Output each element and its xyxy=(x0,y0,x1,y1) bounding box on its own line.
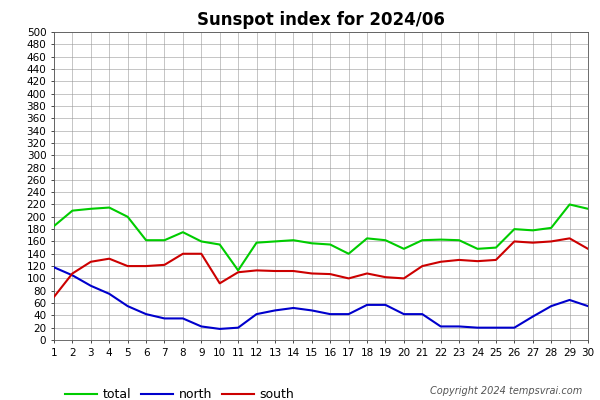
total xyxy=(87,206,94,211)
south xyxy=(345,276,352,281)
north xyxy=(437,324,444,329)
Line: south: south xyxy=(54,238,588,297)
south xyxy=(235,270,242,275)
total xyxy=(308,241,316,246)
north xyxy=(50,265,58,270)
north xyxy=(511,325,518,330)
south xyxy=(161,262,168,267)
Title: Sunspot index for 2024/06: Sunspot index for 2024/06 xyxy=(197,11,445,29)
total xyxy=(345,251,352,256)
total xyxy=(161,238,168,243)
south xyxy=(87,259,94,264)
total xyxy=(493,245,500,250)
total xyxy=(382,238,389,243)
total xyxy=(290,238,297,243)
south xyxy=(566,236,573,241)
south xyxy=(529,240,536,245)
total xyxy=(106,205,113,210)
south xyxy=(455,258,463,262)
north xyxy=(474,325,481,330)
north xyxy=(455,324,463,329)
north xyxy=(106,291,113,296)
south xyxy=(124,264,131,268)
north xyxy=(216,326,223,331)
south xyxy=(511,239,518,244)
north xyxy=(308,308,316,313)
south xyxy=(364,271,371,276)
north xyxy=(235,325,242,330)
north xyxy=(548,304,555,308)
north xyxy=(87,283,94,288)
north xyxy=(253,312,260,316)
total xyxy=(142,238,149,243)
north xyxy=(400,312,407,316)
total xyxy=(529,228,536,233)
south xyxy=(382,275,389,280)
total xyxy=(437,237,444,242)
total xyxy=(548,226,555,230)
south xyxy=(400,276,407,281)
south xyxy=(142,264,149,268)
north xyxy=(69,273,76,278)
total xyxy=(198,239,205,244)
north xyxy=(584,304,592,308)
south xyxy=(437,259,444,264)
north xyxy=(179,316,187,321)
north xyxy=(364,302,371,307)
south xyxy=(50,294,58,299)
north xyxy=(566,298,573,302)
total xyxy=(474,246,481,251)
north xyxy=(124,304,131,308)
total xyxy=(511,227,518,232)
Legend: total, north, south: total, north, south xyxy=(60,383,299,400)
north xyxy=(142,312,149,316)
south xyxy=(308,271,316,276)
total xyxy=(400,246,407,251)
south xyxy=(179,251,187,256)
total xyxy=(253,240,260,245)
south xyxy=(474,259,481,264)
south xyxy=(290,269,297,274)
total xyxy=(69,208,76,213)
north xyxy=(382,302,389,307)
total xyxy=(271,239,278,244)
total xyxy=(50,224,58,228)
north xyxy=(493,325,500,330)
total xyxy=(419,238,426,243)
total xyxy=(235,268,242,273)
Line: total: total xyxy=(54,204,588,270)
south xyxy=(584,246,592,251)
north xyxy=(290,306,297,310)
south xyxy=(326,272,334,276)
south xyxy=(69,271,76,276)
south xyxy=(106,256,113,261)
south xyxy=(216,281,223,286)
north xyxy=(326,312,334,316)
north xyxy=(529,314,536,319)
south xyxy=(253,268,260,273)
total xyxy=(326,242,334,247)
south xyxy=(419,264,426,268)
south xyxy=(198,251,205,256)
total xyxy=(179,230,187,234)
total xyxy=(364,236,371,241)
south xyxy=(493,258,500,262)
north xyxy=(271,308,278,313)
total xyxy=(124,214,131,219)
north xyxy=(161,316,168,321)
total xyxy=(566,202,573,207)
Text: Copyright 2024 tempsvrai.com: Copyright 2024 tempsvrai.com xyxy=(430,386,582,396)
Line: north: north xyxy=(54,267,588,329)
total xyxy=(455,238,463,243)
north xyxy=(345,312,352,316)
north xyxy=(198,324,205,329)
north xyxy=(419,312,426,316)
total xyxy=(216,242,223,247)
south xyxy=(548,239,555,244)
total xyxy=(584,206,592,211)
south xyxy=(271,269,278,274)
